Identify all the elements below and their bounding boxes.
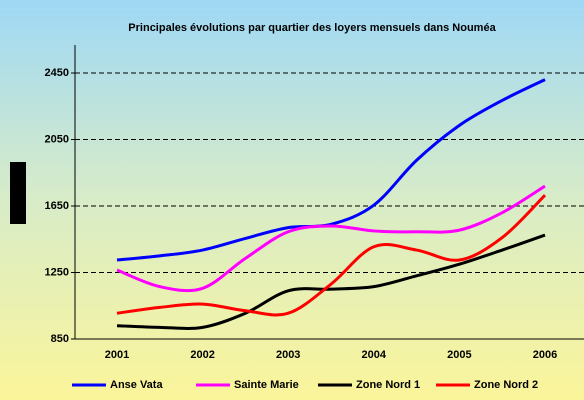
- series-line: [116, 184, 546, 293]
- x-tick-label: 2004: [362, 349, 387, 361]
- x-tick-label: 2002: [190, 349, 214, 361]
- series-line: [116, 194, 547, 317]
- x-tick-label: 2006: [533, 349, 557, 361]
- legend-label: Sainte Marie: [234, 379, 299, 391]
- x-tick-label: 2005: [447, 349, 471, 361]
- chart-title: Principales évolutions par quartier des …: [128, 22, 496, 34]
- y-tick-label: 1250: [45, 266, 69, 278]
- series-line: [116, 233, 546, 330]
- x-tick-label: 2003: [276, 349, 300, 361]
- series-line: [116, 78, 546, 262]
- y-tick-label: 1650: [45, 200, 69, 212]
- y-tick-label: 2050: [45, 133, 69, 145]
- x-tick-label: 2001: [105, 349, 129, 361]
- legend-label: Zone Nord 1: [356, 379, 420, 391]
- legend-label: Zone Nord 2: [474, 379, 538, 391]
- legend-label: Anse Vata: [110, 379, 163, 391]
- y-tick-label: 850: [51, 333, 69, 345]
- axis-label-block: [10, 162, 26, 224]
- y-tick-label: 2450: [45, 67, 69, 79]
